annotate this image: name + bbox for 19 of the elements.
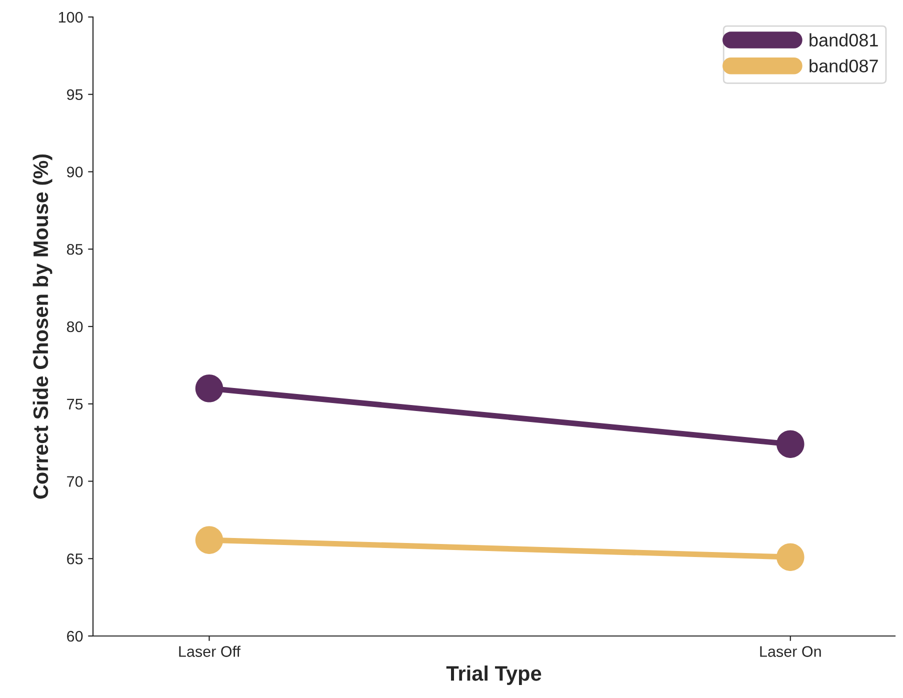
y-tick-label: 90 [67,166,83,178]
y-tick-label: 70 [67,476,83,487]
point [776,430,804,458]
y-tick-label: 85 [66,244,83,255]
y-tick-label: 100 [58,12,83,23]
y-tick-label: 65 [67,553,83,564]
legend-label: band081 [810,33,878,47]
y-tick-label: 80 [66,321,83,332]
x-axis-title: Trial Type [446,666,542,685]
y-tick-label: 75 [67,398,83,410]
x-tick-label: Laser Off [179,646,241,657]
point [776,543,804,571]
legend-label: band087 [810,59,878,72]
y-tick-label: 60 [67,630,83,642]
x-tick-label: Laser On [760,646,821,657]
point [195,374,224,402]
point [195,526,224,554]
y-tick-label: 95 [67,89,83,100]
y-axis-title: Correct Side Chosen by Mouse (%) [32,154,52,499]
